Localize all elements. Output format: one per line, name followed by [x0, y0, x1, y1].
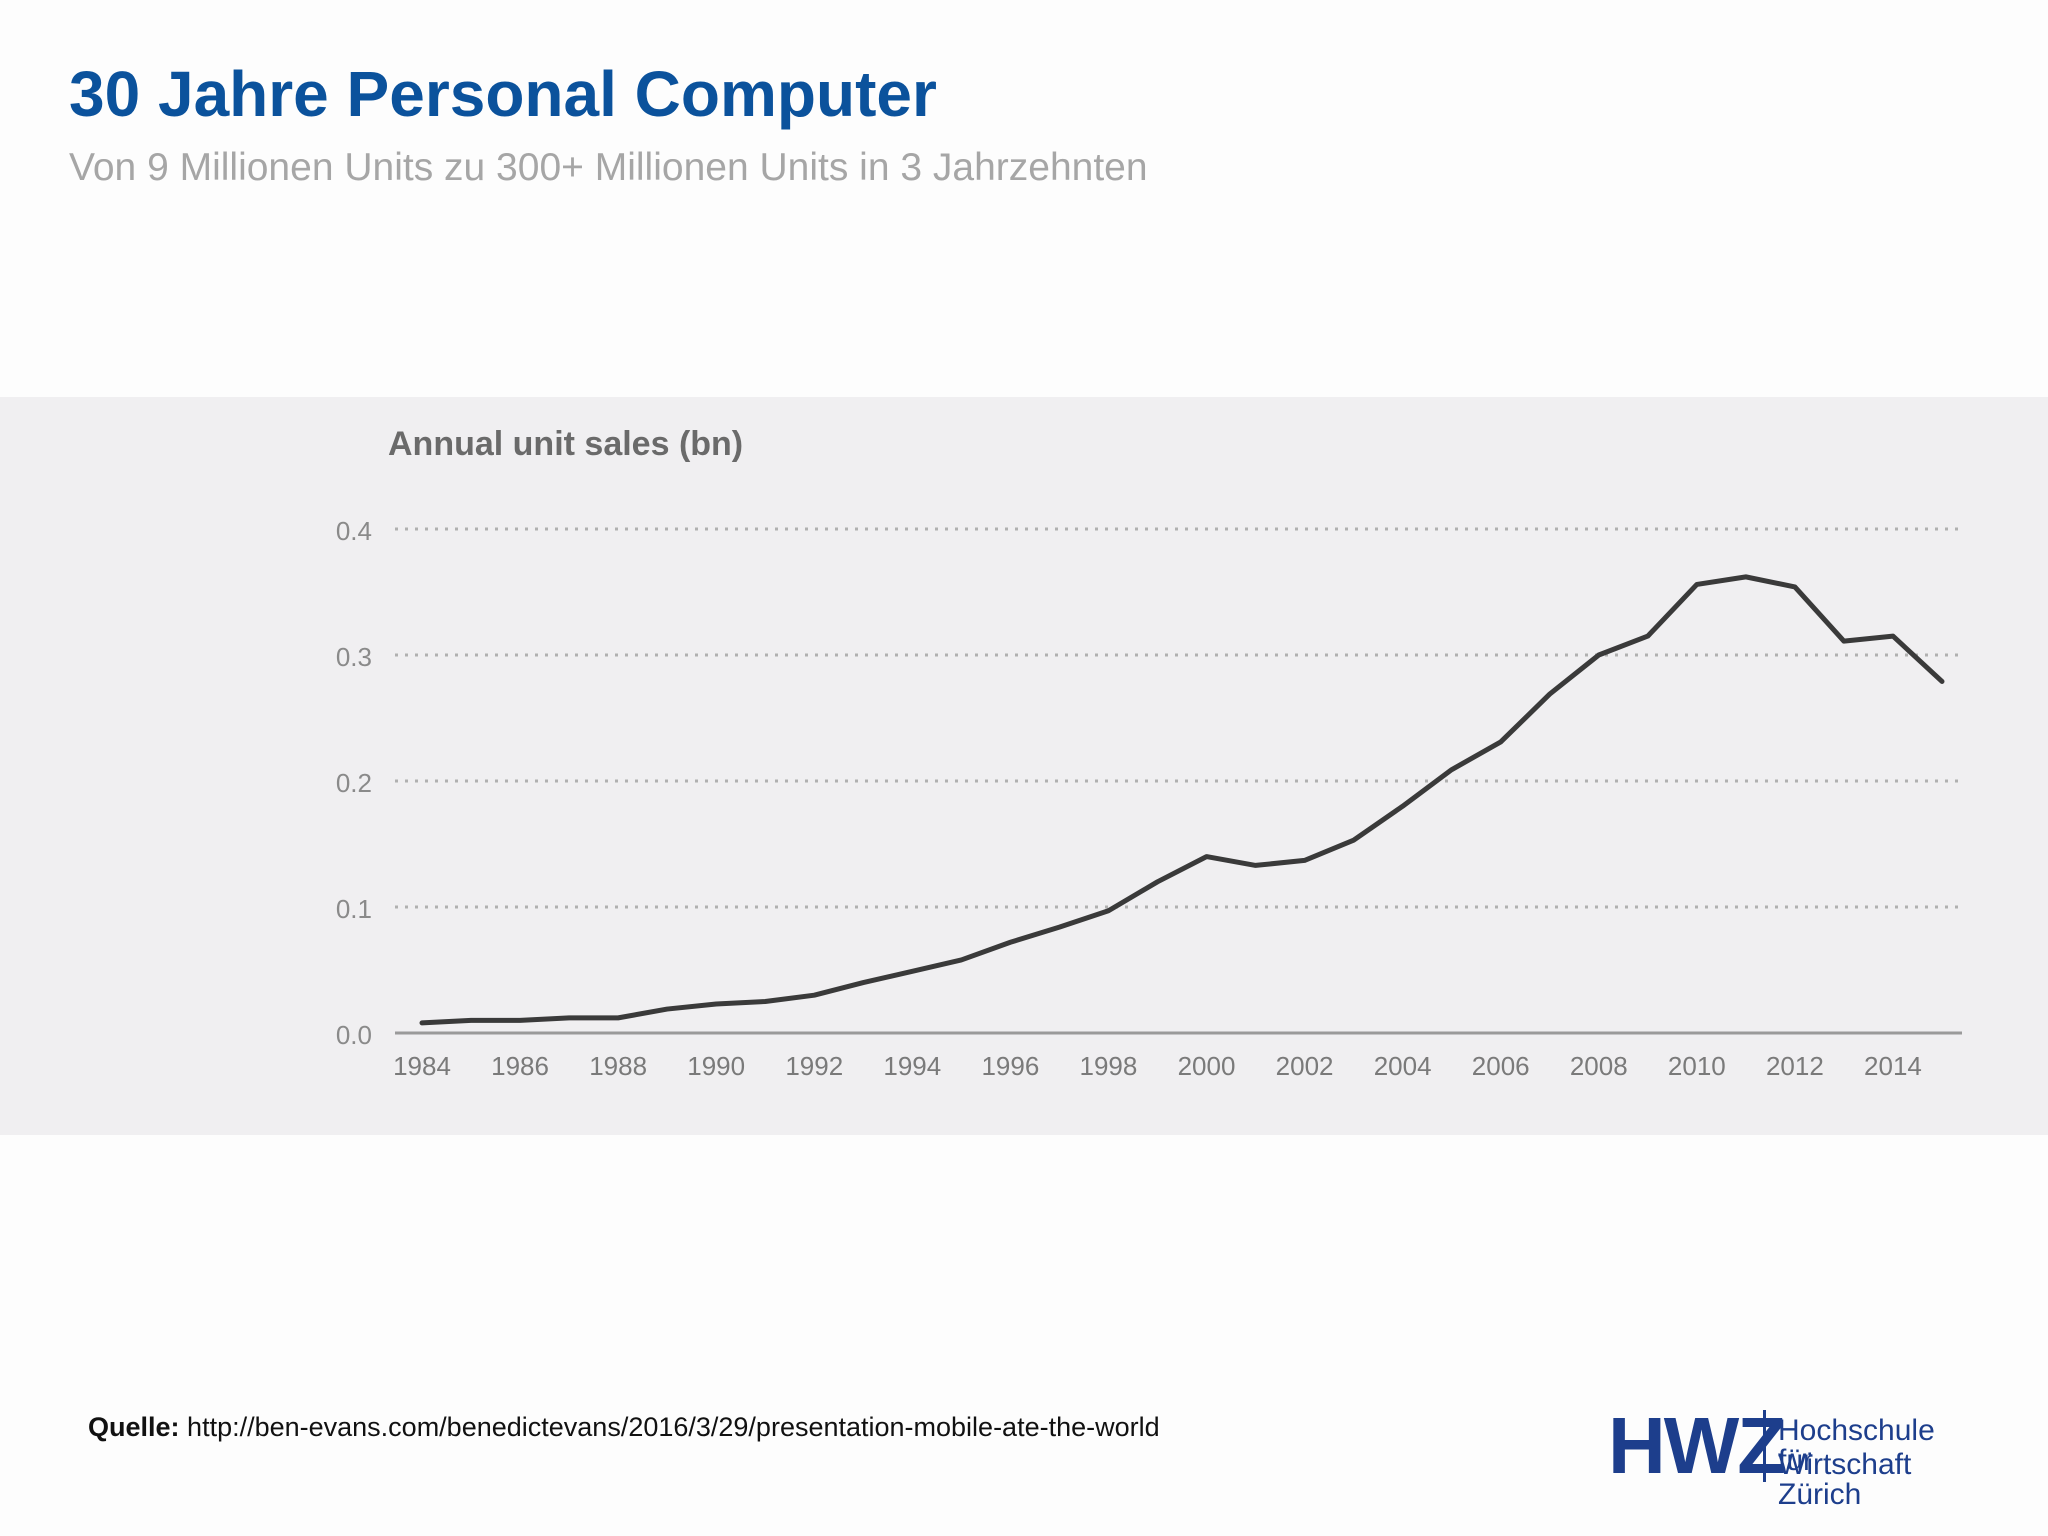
y-tick-label: 0.0	[336, 1020, 372, 1050]
source-url: http://ben-evans.com/benedictevans/2016/…	[187, 1412, 1160, 1442]
x-tick-label: 1998	[1080, 1051, 1138, 1081]
x-tick-label: 2000	[1178, 1051, 1236, 1081]
x-axis-ticks: 1984 1986 1988 1990 1992 1994 1996 1998 2000 2002…	[393, 1051, 1922, 1081]
y-tick-label: 0.1	[336, 894, 372, 924]
line-chart: Annual unit sales (bn) 0.0 0.1 0.2 0.3 0.4 1…	[336, 425, 1962, 1081]
x-tick-label: 2014	[1864, 1051, 1922, 1081]
x-tick-label: 1992	[785, 1051, 843, 1081]
series-line-0	[419, 574, 1945, 1026]
y-tick-label: 0.2	[336, 768, 372, 798]
chart-title: Annual unit sales (bn)	[388, 425, 743, 463]
source-citation: Quelle: http://ben-evans.com/benedicteva…	[88, 1412, 1160, 1443]
x-tick-label: 2006	[1472, 1051, 1530, 1081]
logo-line-1: Hochschule für	[1778, 1414, 1935, 1477]
slide-title: 30 Jahre Personal Computer	[69, 58, 937, 130]
x-tick-label: 1990	[687, 1051, 745, 1081]
x-tick-label: 2002	[1276, 1051, 1334, 1081]
x-tick-label: 2008	[1570, 1051, 1628, 1081]
hwz-logo: HWZ Hochschule für Wirtschaft Zürich	[1608, 1401, 1978, 1510]
y-tick-label: 0.3	[336, 642, 372, 672]
y-tick-label: 0.4	[336, 516, 372, 546]
chart-panel: Annual unit sales (bn) 0.0 0.1 0.2 0.3 0.4 1…	[0, 397, 2048, 1135]
x-tick-label: 2004	[1374, 1051, 1432, 1081]
x-tick-label: 1984	[393, 1051, 451, 1081]
y-axis-ticks: 0.0 0.1 0.2 0.3 0.4	[336, 516, 372, 1050]
series-lines	[419, 574, 1945, 1026]
gridlines	[395, 527, 1962, 909]
logo-divider	[1763, 1410, 1766, 1482]
x-tick-label: 2012	[1766, 1051, 1824, 1081]
x-tick-label: 1994	[883, 1051, 941, 1081]
x-tick-label: 1996	[981, 1051, 1039, 1081]
source-label: Quelle:	[88, 1412, 180, 1442]
x-tick-label: 1988	[589, 1051, 647, 1081]
logo-line-2: Wirtschaft Zürich	[1778, 1448, 1912, 1511]
x-tick-label: 2010	[1668, 1051, 1726, 1081]
x-tick-label: 1986	[491, 1051, 549, 1081]
slide-subtitle: Von 9 Millionen Units zu 300+ Millionen …	[69, 146, 1148, 189]
logo-mark: HWZ	[1608, 1401, 1786, 1490]
